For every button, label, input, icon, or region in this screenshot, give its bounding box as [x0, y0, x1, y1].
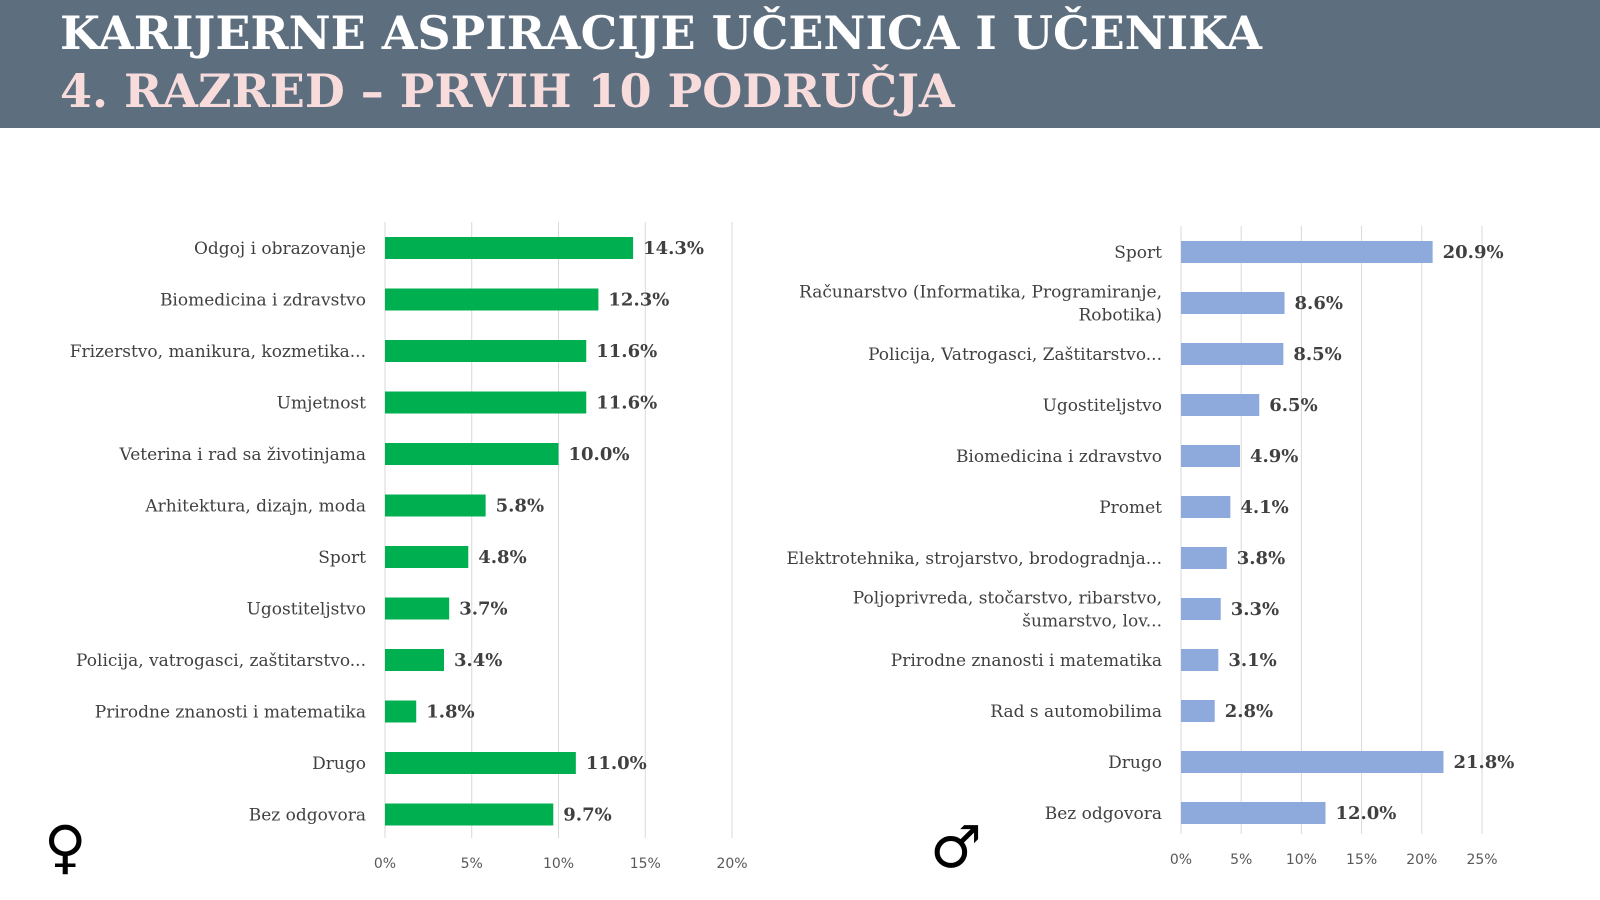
bar: [385, 649, 444, 671]
bar: [385, 340, 587, 362]
category-label: Policija, Vatrogasci, Zaštitarstvo...: [868, 345, 1162, 365]
bar: [1181, 649, 1219, 671]
bar: [1181, 292, 1285, 314]
x-tick-label: 0%: [1170, 852, 1192, 868]
bar-value-label: 4.9%: [1250, 446, 1298, 467]
bar: [385, 494, 486, 517]
bar-value-label: 21.8%: [1453, 752, 1514, 773]
x-tick-label: 20%: [716, 856, 747, 872]
male-symbol-icon: ♂: [930, 813, 982, 881]
bar-value-label: 12.3%: [608, 290, 669, 311]
bar: [385, 803, 554, 826]
bar: [385, 700, 417, 723]
page-subtitle: 4. RAZRED – PRVIH 10 PODRUČJA: [60, 64, 955, 118]
bar-value-label: 3.1%: [1228, 650, 1276, 671]
bar: [1181, 241, 1433, 263]
bar-value-label: 3.4%: [454, 650, 502, 671]
bar-value-label: 10.0%: [569, 444, 630, 465]
x-tick-label: 10%: [543, 856, 574, 872]
x-tick-label: 5%: [1230, 852, 1252, 868]
bar: [385, 237, 634, 259]
bar-value-label: 14.3%: [643, 238, 704, 259]
x-tick-label: 15%: [1346, 852, 1377, 868]
page-title: KARIJERNE ASPIRACIJE UČENICA I UČENIKA: [60, 6, 1262, 60]
bar: [1181, 598, 1221, 620]
category-label: Policija, vatrogasci, zaštitarstvo...: [76, 651, 366, 671]
bar-value-label: 11.6%: [596, 393, 657, 414]
bar: [1181, 496, 1231, 518]
bar-value-label: 11.0%: [586, 753, 647, 774]
category-label: Umjetnost: [277, 394, 367, 414]
category-label: Ugostiteljstvo: [1043, 396, 1162, 416]
bar-value-label: 6.5%: [1269, 395, 1317, 416]
x-tick-label: 10%: [1286, 852, 1317, 868]
bar-value-label: 12.0%: [1335, 803, 1396, 824]
category-label: Drugo: [1108, 753, 1162, 773]
x-tick-label: 20%: [1406, 852, 1437, 868]
category-label: Bez odgovora: [1045, 804, 1162, 824]
bar: [1181, 802, 1326, 824]
category-label: Veterina i rad sa životinjama: [119, 445, 366, 465]
bar: [385, 443, 559, 465]
bar: [1181, 700, 1215, 722]
category-label: Prirodne znanosti i matematika: [95, 703, 366, 723]
category-label: Računarstvo (Informatika, Programiranje,: [799, 283, 1162, 303]
bar-value-label: 20.9%: [1443, 242, 1504, 263]
category-label: Ugostiteljstvo: [247, 600, 366, 620]
bar: [385, 288, 599, 311]
x-tick-label: 25%: [1466, 852, 1497, 868]
bar-value-label: 3.7%: [459, 599, 507, 620]
category-label: Bez odgovora: [249, 806, 366, 826]
bar: [1181, 547, 1227, 569]
category-label: Robotika): [1079, 306, 1163, 326]
bar-value-label: 3.3%: [1231, 599, 1279, 620]
bar: [385, 391, 587, 414]
bar: [1181, 445, 1240, 467]
bar-value-label: 8.6%: [1295, 293, 1343, 314]
category-label: Sport: [318, 548, 366, 568]
category-label: Odgoj i obrazovanje: [194, 239, 366, 259]
category-label: Elektrotehnika, strojarstvo, brodogradnj…: [787, 549, 1162, 569]
bar-value-label: 9.7%: [563, 805, 611, 826]
category-label: šumarstvo, lov...: [1022, 612, 1162, 632]
x-tick-label: 5%: [461, 856, 483, 872]
bar: [1181, 751, 1444, 773]
bar-value-label: 1.8%: [426, 702, 474, 723]
x-tick-label: 15%: [630, 856, 661, 872]
bar-value-label: 4.8%: [478, 547, 526, 568]
bar-value-label: 8.5%: [1293, 344, 1341, 365]
bar-value-label: 4.1%: [1240, 497, 1288, 518]
header-banner: KARIJERNE ASPIRACIJE UČENICA I UČENIKA 4…: [0, 0, 1600, 128]
bar-value-label: 5.8%: [496, 496, 544, 517]
category-label: Promet: [1099, 498, 1162, 518]
female-symbol-icon: ♀: [44, 813, 87, 881]
bar: [385, 752, 576, 774]
category-label: Biomedicina i zdravstvo: [160, 291, 366, 311]
bar: [385, 597, 450, 620]
bar: [385, 546, 469, 568]
category-label: Drugo: [312, 754, 366, 774]
bar-value-label: 3.8%: [1237, 548, 1285, 569]
x-tick-label: 0%: [374, 856, 396, 872]
category-label: Sport: [1114, 243, 1162, 263]
category-label: Rad s automobilima: [990, 702, 1162, 722]
category-label: Prirodne znanosti i matematika: [891, 651, 1162, 671]
category-label: Frizerstvo, manikura, kozmetika...: [70, 342, 366, 362]
bar-value-label: 11.6%: [596, 341, 657, 362]
bar: [1181, 394, 1260, 416]
category-label: Arhitektura, dizajn, moda: [144, 497, 366, 517]
bar-value-label: 2.8%: [1225, 701, 1273, 722]
bar: [1181, 343, 1284, 365]
category-label: Poljoprivreda, stočarstvo, ribarstvo,: [853, 589, 1162, 609]
category-label: Biomedicina i zdravstvo: [956, 447, 1162, 467]
